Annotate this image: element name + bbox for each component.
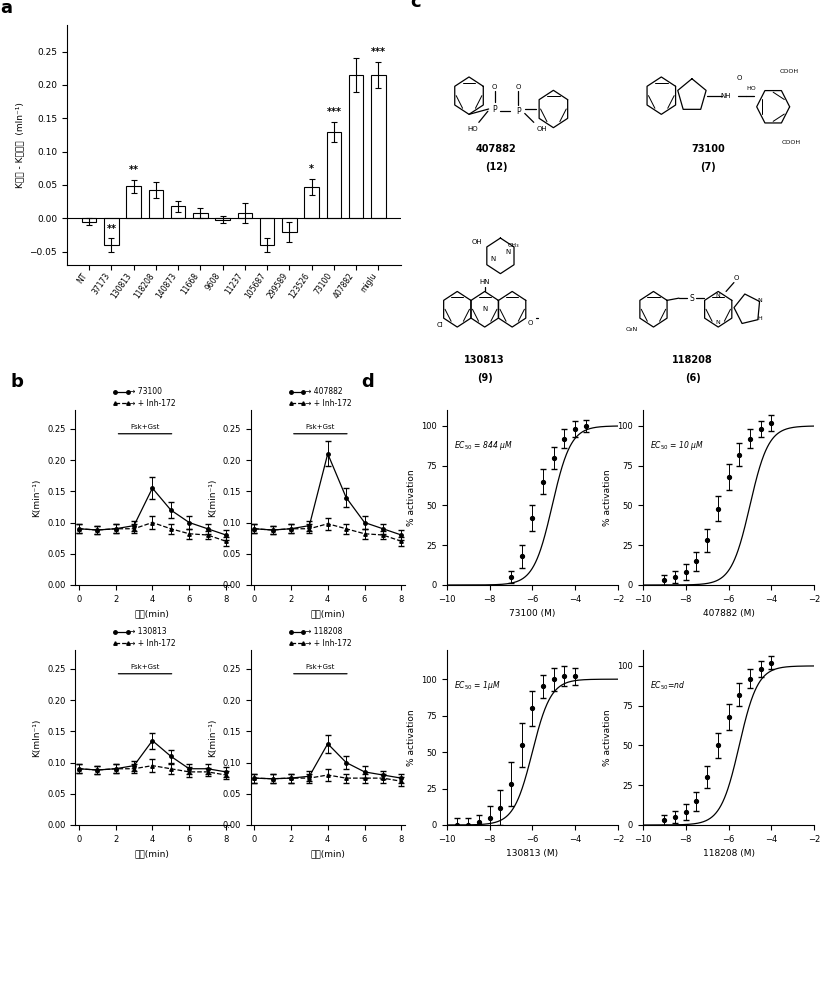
Text: N: N (716, 293, 721, 298)
Text: Cl: Cl (436, 322, 443, 328)
X-axis label: 时间(min): 时间(min) (311, 609, 345, 618)
Text: → + Inh-172: → + Inh-172 (305, 639, 352, 648)
Text: Fsk+Gst: Fsk+Gst (306, 424, 335, 430)
Text: ***: *** (371, 47, 386, 57)
Text: COOH: COOH (782, 140, 801, 145)
Bar (126, 186, 141, 218)
Text: **: ** (106, 224, 116, 234)
Bar (104, 218, 119, 245)
Text: NH: NH (721, 93, 731, 99)
Bar (372, 75, 386, 218)
Bar (282, 218, 296, 232)
X-axis label: 407882 (M): 407882 (M) (702, 609, 755, 618)
Bar (238, 213, 252, 218)
Y-axis label: K(min⁻¹): K(min⁻¹) (33, 478, 42, 517)
Text: HN: HN (479, 279, 490, 285)
Y-axis label: % activation: % activation (407, 469, 416, 526)
X-axis label: 118208 (M): 118208 (M) (702, 849, 755, 858)
X-axis label: 时间(min): 时间(min) (311, 849, 345, 858)
Bar (305, 187, 319, 218)
Text: ***: *** (326, 107, 342, 117)
Text: O: O (515, 84, 521, 90)
Text: (7): (7) (701, 162, 716, 172)
Text: P: P (492, 104, 497, 113)
Text: O: O (527, 320, 533, 326)
Text: Fsk+Gst: Fsk+Gst (130, 424, 159, 430)
Text: **: ** (129, 165, 139, 175)
Text: O: O (737, 75, 742, 81)
Text: S: S (689, 294, 694, 303)
Bar (326, 132, 342, 218)
X-axis label: 时间(min): 时间(min) (135, 849, 170, 858)
Bar (82, 218, 96, 222)
Text: O: O (733, 275, 739, 281)
Text: HO: HO (746, 86, 756, 91)
Text: N: N (716, 320, 721, 325)
Text: 73100: 73100 (691, 144, 726, 154)
Text: N: N (482, 306, 488, 312)
Text: COOH: COOH (779, 69, 798, 74)
Text: EC$_{50}$ = 10 $\mu$M: EC$_{50}$ = 10 $\mu$M (650, 440, 704, 452)
Text: → + Inh-172: → + Inh-172 (129, 639, 176, 648)
Text: N: N (757, 298, 762, 303)
X-axis label: 时间(min): 时间(min) (135, 609, 170, 618)
Bar (260, 218, 275, 245)
Text: (6): (6) (685, 373, 701, 383)
Y-axis label: K峰値 - K基底値  (mln⁻¹): K峰値 - K基底値 (mln⁻¹) (15, 102, 24, 188)
Text: 407882: 407882 (476, 144, 517, 154)
Text: O: O (492, 84, 497, 90)
Text: EC$_{50}$ = 844 $\mu$M: EC$_{50}$ = 844 $\mu$M (453, 440, 513, 452)
Y-axis label: K(min⁻¹): K(min⁻¹) (208, 478, 217, 517)
Text: → 130813: → 130813 (129, 627, 167, 636)
Y-axis label: % activation: % activation (603, 469, 612, 526)
Y-axis label: % activation: % activation (407, 709, 416, 766)
Text: 130813: 130813 (464, 355, 505, 365)
Y-axis label: K(mln⁻¹): K(mln⁻¹) (33, 718, 42, 757)
Text: O₂N: O₂N (625, 327, 638, 332)
Bar (171, 206, 185, 218)
Text: (9): (9) (477, 373, 493, 383)
Text: EC$_{50}$=nd: EC$_{50}$=nd (650, 680, 686, 692)
Text: → 118208: → 118208 (305, 627, 342, 636)
Text: OH: OH (472, 239, 482, 245)
Text: EC$_{50}$ = 1$\mu$M: EC$_{50}$ = 1$\mu$M (453, 680, 500, 692)
Y-axis label: % activation: % activation (603, 709, 612, 766)
X-axis label: 73100 (M): 73100 (M) (509, 609, 555, 618)
Text: 118208: 118208 (672, 355, 713, 365)
Bar (149, 190, 163, 218)
Text: a: a (0, 0, 12, 17)
Text: P: P (516, 107, 520, 116)
Text: *: * (309, 164, 314, 174)
Bar (193, 213, 208, 218)
Text: → 73100: → 73100 (129, 387, 162, 396)
Text: → 407882: → 407882 (305, 387, 342, 396)
Text: b: b (10, 373, 23, 391)
Bar (349, 75, 363, 218)
Text: → + Inh-172: → + Inh-172 (305, 399, 352, 408)
Text: c: c (410, 0, 421, 11)
Text: (12): (12) (485, 162, 508, 172)
Text: Fsk+Gst: Fsk+Gst (306, 664, 335, 670)
X-axis label: 130813 (M): 130813 (M) (506, 849, 559, 858)
Text: N: N (506, 249, 511, 255)
Text: → + Inh-172: → + Inh-172 (129, 399, 176, 408)
Text: HO: HO (468, 126, 478, 132)
Y-axis label: K(min⁻¹): K(min⁻¹) (208, 718, 217, 757)
Text: H: H (757, 316, 762, 321)
Text: N: N (490, 256, 495, 262)
Text: Fsk+Gst: Fsk+Gst (130, 664, 159, 670)
Text: CH₃: CH₃ (507, 243, 519, 248)
Bar (215, 218, 230, 220)
Text: d: d (362, 373, 374, 391)
Text: OH: OH (536, 126, 547, 132)
